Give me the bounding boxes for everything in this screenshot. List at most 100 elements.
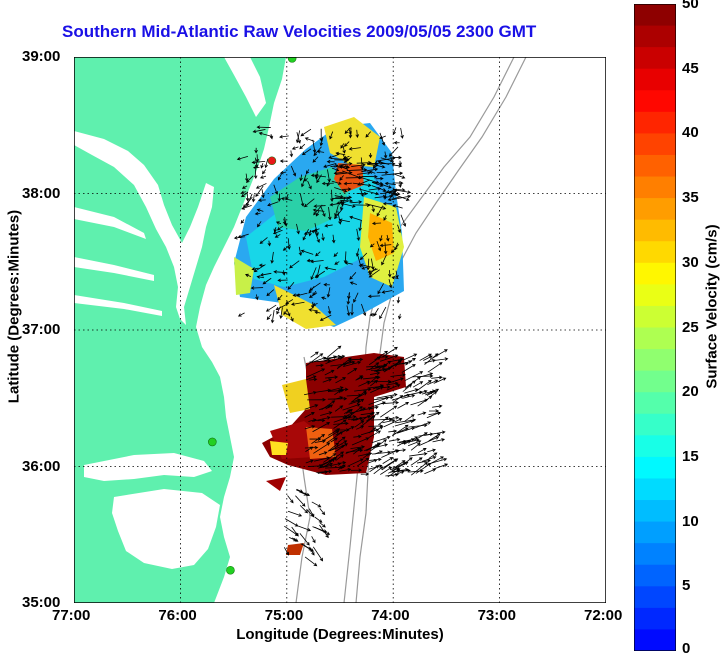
velocity-arrow <box>270 251 274 264</box>
velocity-arrow <box>376 355 389 359</box>
velocity-arrow <box>321 430 340 442</box>
colorbar-step <box>634 176 676 199</box>
velocity-arrow <box>302 229 309 241</box>
velocity-arrow <box>304 556 318 567</box>
velocity-arrow <box>277 193 282 202</box>
colorbar-step <box>634 413 676 436</box>
velocity-arrow <box>240 190 246 195</box>
velocity-arrow <box>433 357 449 362</box>
velocity-arrow <box>323 453 337 463</box>
velocity-arrow <box>350 200 363 204</box>
velocity-arrow <box>255 185 264 197</box>
colorbar-step <box>634 25 676 48</box>
velocity-arrow <box>334 158 350 162</box>
velocity-arrow <box>342 145 346 154</box>
velocity-arrow <box>384 181 396 186</box>
velocity-arrow <box>350 303 354 316</box>
colorbar-step <box>634 478 676 501</box>
velocity-arrow <box>421 389 436 395</box>
velocity-arrow <box>261 169 267 175</box>
velocity-arrow <box>360 472 370 476</box>
velocity-arrow <box>254 211 261 216</box>
velocity-arrow <box>315 363 324 368</box>
colorbar-step <box>634 111 676 134</box>
velocity-arrow <box>308 308 318 312</box>
velocity-arrow <box>386 234 390 242</box>
colorbar-step <box>634 4 676 27</box>
colorbar-step <box>634 68 676 91</box>
colorbar-step <box>634 500 676 523</box>
velocity-arrow <box>376 385 391 389</box>
velocity-arrow <box>419 353 432 361</box>
station-north-marker <box>287 57 297 63</box>
velocity-arrow <box>252 129 266 134</box>
velocity-arrow <box>350 468 363 472</box>
colorbar-step <box>634 607 676 631</box>
velocity-arrow <box>376 170 389 175</box>
velocity-arrow <box>258 131 273 137</box>
velocity-arrow <box>325 465 345 470</box>
velocity-arrow <box>313 204 326 208</box>
velocity-arrow <box>405 457 413 463</box>
velocity-arrow <box>417 447 427 454</box>
velocity-arrow <box>306 258 313 263</box>
velocity-arrow <box>266 289 275 297</box>
velocity-arrow <box>287 510 303 517</box>
velocity-arrow <box>392 188 406 192</box>
velocity-arrow <box>284 518 299 527</box>
velocity-arrow <box>257 221 262 228</box>
velocity-arrow <box>416 459 431 464</box>
velocity-arrow <box>311 416 331 422</box>
velocity-arrow <box>415 379 432 393</box>
station-hatteras-marker <box>226 565 235 575</box>
velocity-arrow <box>393 468 411 473</box>
velocity-arrow <box>324 354 342 359</box>
velocity-arrow <box>366 365 386 371</box>
velocity-arrow <box>326 287 331 298</box>
velocity-arrow <box>344 127 351 134</box>
velocity-arrow <box>388 437 401 442</box>
grid-lines <box>74 57 606 603</box>
x-tick-label: 75:00 <box>264 607 304 624</box>
velocity-arrow <box>346 305 351 317</box>
velocity-arrow <box>338 387 349 392</box>
x-tick-label: 72:00 <box>584 607 623 624</box>
colorbar-step <box>634 392 676 415</box>
velocity-arrow <box>367 384 385 389</box>
velocity-arrow <box>391 424 409 437</box>
colorbar-step <box>634 305 676 329</box>
velocity-arrow <box>328 386 344 392</box>
colorbar-step <box>634 629 676 651</box>
velocity-arrow <box>276 225 284 231</box>
velocity-arrow <box>387 270 392 278</box>
colorbar-step <box>634 284 676 307</box>
velocity-arrow <box>300 128 312 137</box>
velocity-arrow <box>351 437 370 446</box>
velocity-arrow <box>359 188 380 196</box>
velocity-arrow <box>410 442 421 451</box>
velocity-arrow <box>410 398 429 406</box>
velocity-arrow <box>424 468 437 475</box>
velocity-arrow <box>313 146 322 157</box>
colorbar-step <box>634 586 676 609</box>
pamlico-sound <box>112 489 220 569</box>
velocity-arrow <box>298 246 303 256</box>
velocity-arrow <box>326 431 344 444</box>
velocity-arrow <box>246 193 253 207</box>
velocity-arrow <box>357 457 370 467</box>
velocity-arrow <box>368 362 380 371</box>
colorbar-tick-label: 35 <box>682 189 699 207</box>
velocity-arrow <box>349 281 357 285</box>
velocity-arrow <box>390 357 404 362</box>
velocity-arrow <box>279 135 289 139</box>
velocity-arrow <box>256 208 264 212</box>
velocity-arrow <box>250 286 264 290</box>
velocity-arrow <box>264 158 269 169</box>
velocity-arrow <box>377 164 386 169</box>
velocity-arrow <box>280 197 293 201</box>
velocity-arrow <box>318 462 333 469</box>
velocity-arrow <box>382 457 394 464</box>
velocity-arrow <box>339 467 352 472</box>
river-inlet-1 <box>74 207 146 239</box>
velocity-arrow <box>291 146 299 150</box>
